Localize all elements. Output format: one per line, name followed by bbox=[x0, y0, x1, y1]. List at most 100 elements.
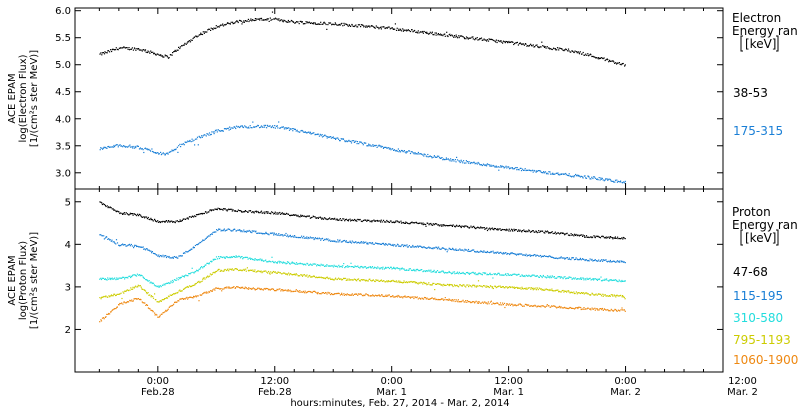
data-point bbox=[438, 283, 440, 285]
data-point bbox=[229, 208, 231, 210]
data-point bbox=[398, 245, 400, 247]
data-point bbox=[474, 284, 476, 286]
data-point bbox=[425, 282, 427, 284]
data-point bbox=[599, 237, 602, 239]
data-point bbox=[289, 21, 291, 23]
data-point bbox=[406, 246, 409, 248]
data-point bbox=[548, 289, 550, 292]
data-point bbox=[604, 308, 606, 310]
data-point bbox=[460, 35, 462, 37]
data-point bbox=[242, 211, 244, 213]
data-point bbox=[388, 280, 390, 282]
data-point bbox=[206, 291, 208, 293]
data-point bbox=[369, 266, 371, 268]
data-point bbox=[383, 221, 385, 223]
data-point bbox=[386, 280, 388, 282]
data-point bbox=[496, 229, 498, 231]
data-point bbox=[428, 298, 430, 300]
data-point bbox=[451, 248, 453, 251]
data-point bbox=[557, 172, 559, 174]
data-point bbox=[510, 41, 512, 43]
data-point bbox=[379, 268, 381, 270]
data-point bbox=[616, 62, 618, 64]
data-point bbox=[185, 141, 187, 144]
data-point bbox=[156, 254, 158, 256]
data-point bbox=[213, 133, 215, 135]
data-point bbox=[598, 259, 600, 261]
data-point bbox=[166, 282, 168, 284]
data-point bbox=[592, 278, 594, 280]
data-point bbox=[505, 40, 507, 43]
data-point bbox=[243, 211, 245, 213]
data-point bbox=[507, 166, 509, 168]
data-point bbox=[171, 294, 173, 296]
data-point bbox=[613, 260, 615, 262]
data-point bbox=[414, 270, 416, 272]
data-point bbox=[324, 218, 326, 220]
data-point bbox=[115, 211, 117, 213]
data-point bbox=[135, 275, 137, 277]
data-point bbox=[524, 303, 526, 305]
data-point bbox=[478, 39, 480, 41]
data-point bbox=[580, 308, 582, 311]
data-point bbox=[416, 32, 418, 34]
data-point bbox=[106, 279, 108, 281]
data-point bbox=[376, 267, 378, 270]
data-point bbox=[537, 170, 539, 172]
data-point bbox=[459, 160, 461, 162]
data-point bbox=[383, 295, 385, 298]
data-point bbox=[404, 269, 406, 271]
data-point bbox=[165, 220, 167, 222]
data-point bbox=[116, 242, 119, 244]
data-point bbox=[141, 246, 143, 248]
data-point bbox=[539, 170, 542, 172]
data-point bbox=[486, 303, 488, 305]
data-point bbox=[567, 174, 569, 176]
data-point bbox=[559, 276, 561, 278]
data-point bbox=[463, 37, 465, 39]
data-point bbox=[333, 137, 335, 139]
data-point bbox=[218, 228, 220, 230]
data-point bbox=[351, 240, 353, 242]
data-point bbox=[126, 301, 128, 303]
data-point bbox=[312, 290, 314, 293]
data-point bbox=[254, 126, 256, 128]
data-point bbox=[213, 288, 215, 290]
data-point bbox=[265, 270, 267, 272]
data-point bbox=[112, 208, 114, 210]
data-point bbox=[604, 236, 606, 238]
data-point bbox=[430, 269, 432, 271]
data-point bbox=[385, 294, 387, 296]
data-point bbox=[521, 168, 524, 170]
data-point bbox=[387, 295, 389, 297]
data-point bbox=[110, 278, 112, 281]
data-point bbox=[251, 230, 253, 232]
data-point bbox=[477, 161, 479, 164]
data-point bbox=[335, 265, 337, 267]
data-point bbox=[580, 175, 582, 177]
data-point bbox=[429, 247, 431, 249]
data-point bbox=[370, 279, 372, 282]
data-point bbox=[250, 287, 252, 290]
data-point bbox=[233, 286, 235, 288]
data-point bbox=[354, 25, 356, 27]
data-point bbox=[215, 27, 217, 29]
data-point bbox=[551, 256, 554, 258]
y-tick-label: 5.5 bbox=[55, 33, 71, 44]
data-point bbox=[265, 231, 267, 233]
data-point bbox=[165, 283, 167, 285]
data-point bbox=[585, 177, 587, 179]
data-point bbox=[232, 23, 234, 25]
data-point bbox=[354, 220, 356, 222]
data-point bbox=[474, 251, 476, 253]
data-point bbox=[173, 148, 175, 151]
data-point bbox=[327, 277, 329, 279]
data-point bbox=[286, 235, 288, 237]
data-point bbox=[327, 24, 329, 26]
data-point bbox=[486, 251, 488, 254]
data-point bbox=[506, 274, 508, 277]
data-point bbox=[118, 47, 120, 49]
data-point bbox=[381, 268, 384, 270]
data-point bbox=[455, 299, 457, 301]
data-point bbox=[572, 234, 574, 236]
